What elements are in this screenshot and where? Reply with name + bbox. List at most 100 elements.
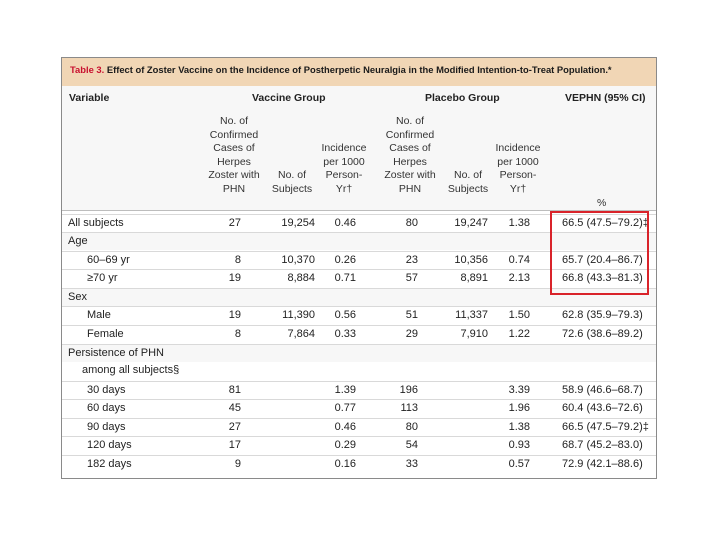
ve-cell: 58.9 (46.6–68.7)	[562, 384, 643, 396]
table-row: All subjects 27 19,254 0.46 80 19,247 1.38 66.5…	[62, 214, 656, 232]
vaccine-subjects-cell: 7,864	[287, 328, 315, 340]
placebo-incidence-cell: 0.57	[508, 458, 530, 470]
vaccine-incidence-cell: 0.46	[334, 421, 356, 433]
vaccine-cases-cell: 8	[234, 328, 241, 340]
table-title: Table 3. Effect of Zoster Vaccine on the…	[70, 64, 650, 75]
vaccine-incidence-cell: 0.46	[334, 217, 356, 229]
table-row: 90 days 27 0.46 80 1.38 66.5 (47.5–79.2)‡	[62, 418, 656, 436]
table-row: 60–69 yr 8 10,370 0.26 23 10,356 0.74 65.7 (20.…	[62, 251, 656, 269]
vaccine-cases-cell: 17	[228, 439, 241, 451]
placebo-subjects-cell: 10,356	[454, 254, 488, 266]
vaccine-subjects-cell: 19,254	[281, 217, 315, 229]
placebo-incidence-cell: 1.38	[508, 217, 530, 229]
vaccine-subjects-header: No. of Subjects	[271, 169, 313, 195]
row-label: 90 days	[87, 421, 126, 433]
row-label: Female	[87, 328, 124, 340]
vaccine-incidence-cell: 0.77	[334, 402, 356, 414]
placebo-incidence-cell: 1.38	[508, 421, 530, 433]
table-number: Table 3.	[70, 64, 105, 75]
placebo-cases-cell: 113	[400, 402, 418, 414]
row-label: ≥70 yr	[87, 272, 118, 284]
vaccine-cases-header: No. of Confirmed Cases of Herpes Zoster …	[208, 115, 260, 195]
table-row: ≥70 yr 19 8,884 0.71 57 8,891 2.13 66.8 (43.3–8…	[62, 269, 656, 287]
row-label: 60–69 yr	[87, 254, 130, 266]
row-band	[62, 288, 656, 306]
vaccine-cases-cell: 27	[228, 217, 241, 229]
row-label: 60 days	[87, 402, 126, 414]
vaccine-cases-cell: 19	[228, 272, 241, 284]
table-row: Male 19 11,390 0.56 51 11,337 1.50 62.8 (35.9–7…	[62, 306, 656, 324]
row-band	[62, 344, 656, 362]
ve-cell: 66.5 (47.5–79.2)‡	[562, 421, 649, 433]
row-label: Sex	[68, 291, 87, 303]
variable-header: Variable	[69, 92, 110, 104]
placebo-subjects-cell: 7,910	[460, 328, 488, 340]
placebo-incidence-header: Incidence per 1000 Person- Yr†	[495, 142, 541, 195]
vaccine-incidence-cell: 0.71	[334, 272, 356, 284]
row-label: Persistence of PHN	[68, 347, 164, 359]
ve-cell: 72.9 (42.1–88.6)	[562, 458, 643, 470]
placebo-cases-header: No. of Confirmed Cases of Herpes Zoster …	[384, 115, 436, 195]
vaccine-cases-cell: 27	[228, 421, 241, 433]
placebo-cases-cell: 23	[405, 254, 418, 266]
row-label: 120 days	[87, 439, 132, 451]
ve-cell: 62.8 (35.9–79.3)	[562, 309, 643, 321]
placebo-cases-cell: 57	[405, 272, 418, 284]
placebo-cases-cell: 29	[405, 328, 418, 340]
vaccine-incidence-header: Incidence per 1000 Person- Yr†	[321, 142, 367, 195]
table-row: 60 days 45 0.77 113 1.96 60.4 (43.6–72.6)	[62, 399, 656, 417]
placebo-incidence-cell: 3.39	[508, 384, 530, 396]
ve-cell: 66.8 (43.3–81.3)	[562, 272, 643, 284]
vaccine-incidence-cell: 1.39	[334, 384, 356, 396]
vaccine-subjects-cell: 11,390	[282, 309, 315, 321]
placebo-cases-cell: 196	[399, 384, 418, 396]
vaccine-subjects-cell: 8,884	[287, 272, 315, 284]
ve-cell: 60.4 (43.6–72.6)	[562, 402, 643, 414]
vaccine-cases-cell: 8	[234, 254, 241, 266]
placebo-incidence-cell: 2.13	[508, 272, 530, 284]
table-row: Sex	[62, 288, 656, 306]
ve-cell: 68.7 (45.2–83.0)	[562, 439, 643, 451]
ve-cell: 66.5 (47.5–79.2)‡	[562, 217, 649, 229]
vaccine-cases-cell: 9	[234, 458, 241, 470]
row-label: Male	[87, 309, 111, 321]
table-title-text: Effect of Zoster Vaccine on the Incidenc…	[106, 64, 612, 75]
placebo-subjects-cell: 11,337	[455, 309, 488, 321]
vaccine-incidence-cell: 0.26	[334, 254, 356, 266]
placebo-cases-cell: 80	[405, 217, 418, 229]
placebo-subjects-cell: 8,891	[460, 272, 488, 284]
placebo-incidence-cell: 0.93	[508, 439, 530, 451]
vaccine-cases-cell: 19	[228, 309, 241, 321]
vaccine-cases-cell: 81	[228, 384, 241, 396]
row-label: 182 days	[87, 458, 132, 470]
vaccine-incidence-cell: 0.16	[334, 458, 356, 470]
percent-unit: %	[597, 197, 607, 209]
vaccine-incidence-cell: 0.56	[334, 309, 356, 321]
title-band	[62, 58, 656, 86]
placebo-incidence-cell: 0.74	[508, 254, 530, 266]
ve-header: VEPHN (95% CI)	[565, 92, 646, 104]
row-label: All subjects	[68, 217, 124, 229]
placebo-cases-cell: 33	[405, 458, 418, 470]
placebo-subjects-header: No. of Subjects	[447, 169, 489, 195]
table-row: among all subjects§	[62, 362, 656, 380]
highlight-box	[550, 211, 649, 295]
table-row: Age	[62, 232, 656, 250]
placebo-cases-cell: 54	[405, 439, 418, 451]
vaccine-group-header: Vaccine Group	[252, 92, 326, 104]
placebo-group-header: Placebo Group	[425, 92, 500, 104]
ve-cell: 72.6 (38.6–89.2)	[562, 328, 643, 340]
table-row: 182 days 9 0.16 33 0.57 72.9 (42.1–88.6)	[62, 455, 656, 473]
placebo-cases-cell: 51	[405, 309, 418, 321]
row-label: among all subjects§	[82, 364, 180, 376]
row-label: Age	[68, 235, 88, 247]
placebo-subjects-cell: 19,247	[454, 217, 488, 229]
vaccine-incidence-cell: 0.33	[334, 328, 356, 340]
table-row: 120 days 17 0.29 54 0.93 68.7 (45.2–83.0)	[62, 436, 656, 454]
vaccine-incidence-cell: 0.29	[334, 439, 356, 451]
vaccine-subjects-cell: 10,370	[281, 254, 315, 266]
table-row: Female 8 7,864 0.33 29 7,910 1.22 72.6 (38.6–89…	[62, 325, 656, 343]
table-row: Persistence of PHN	[62, 344, 656, 362]
placebo-incidence-cell: 1.22	[508, 328, 530, 340]
header-band	[62, 86, 656, 211]
